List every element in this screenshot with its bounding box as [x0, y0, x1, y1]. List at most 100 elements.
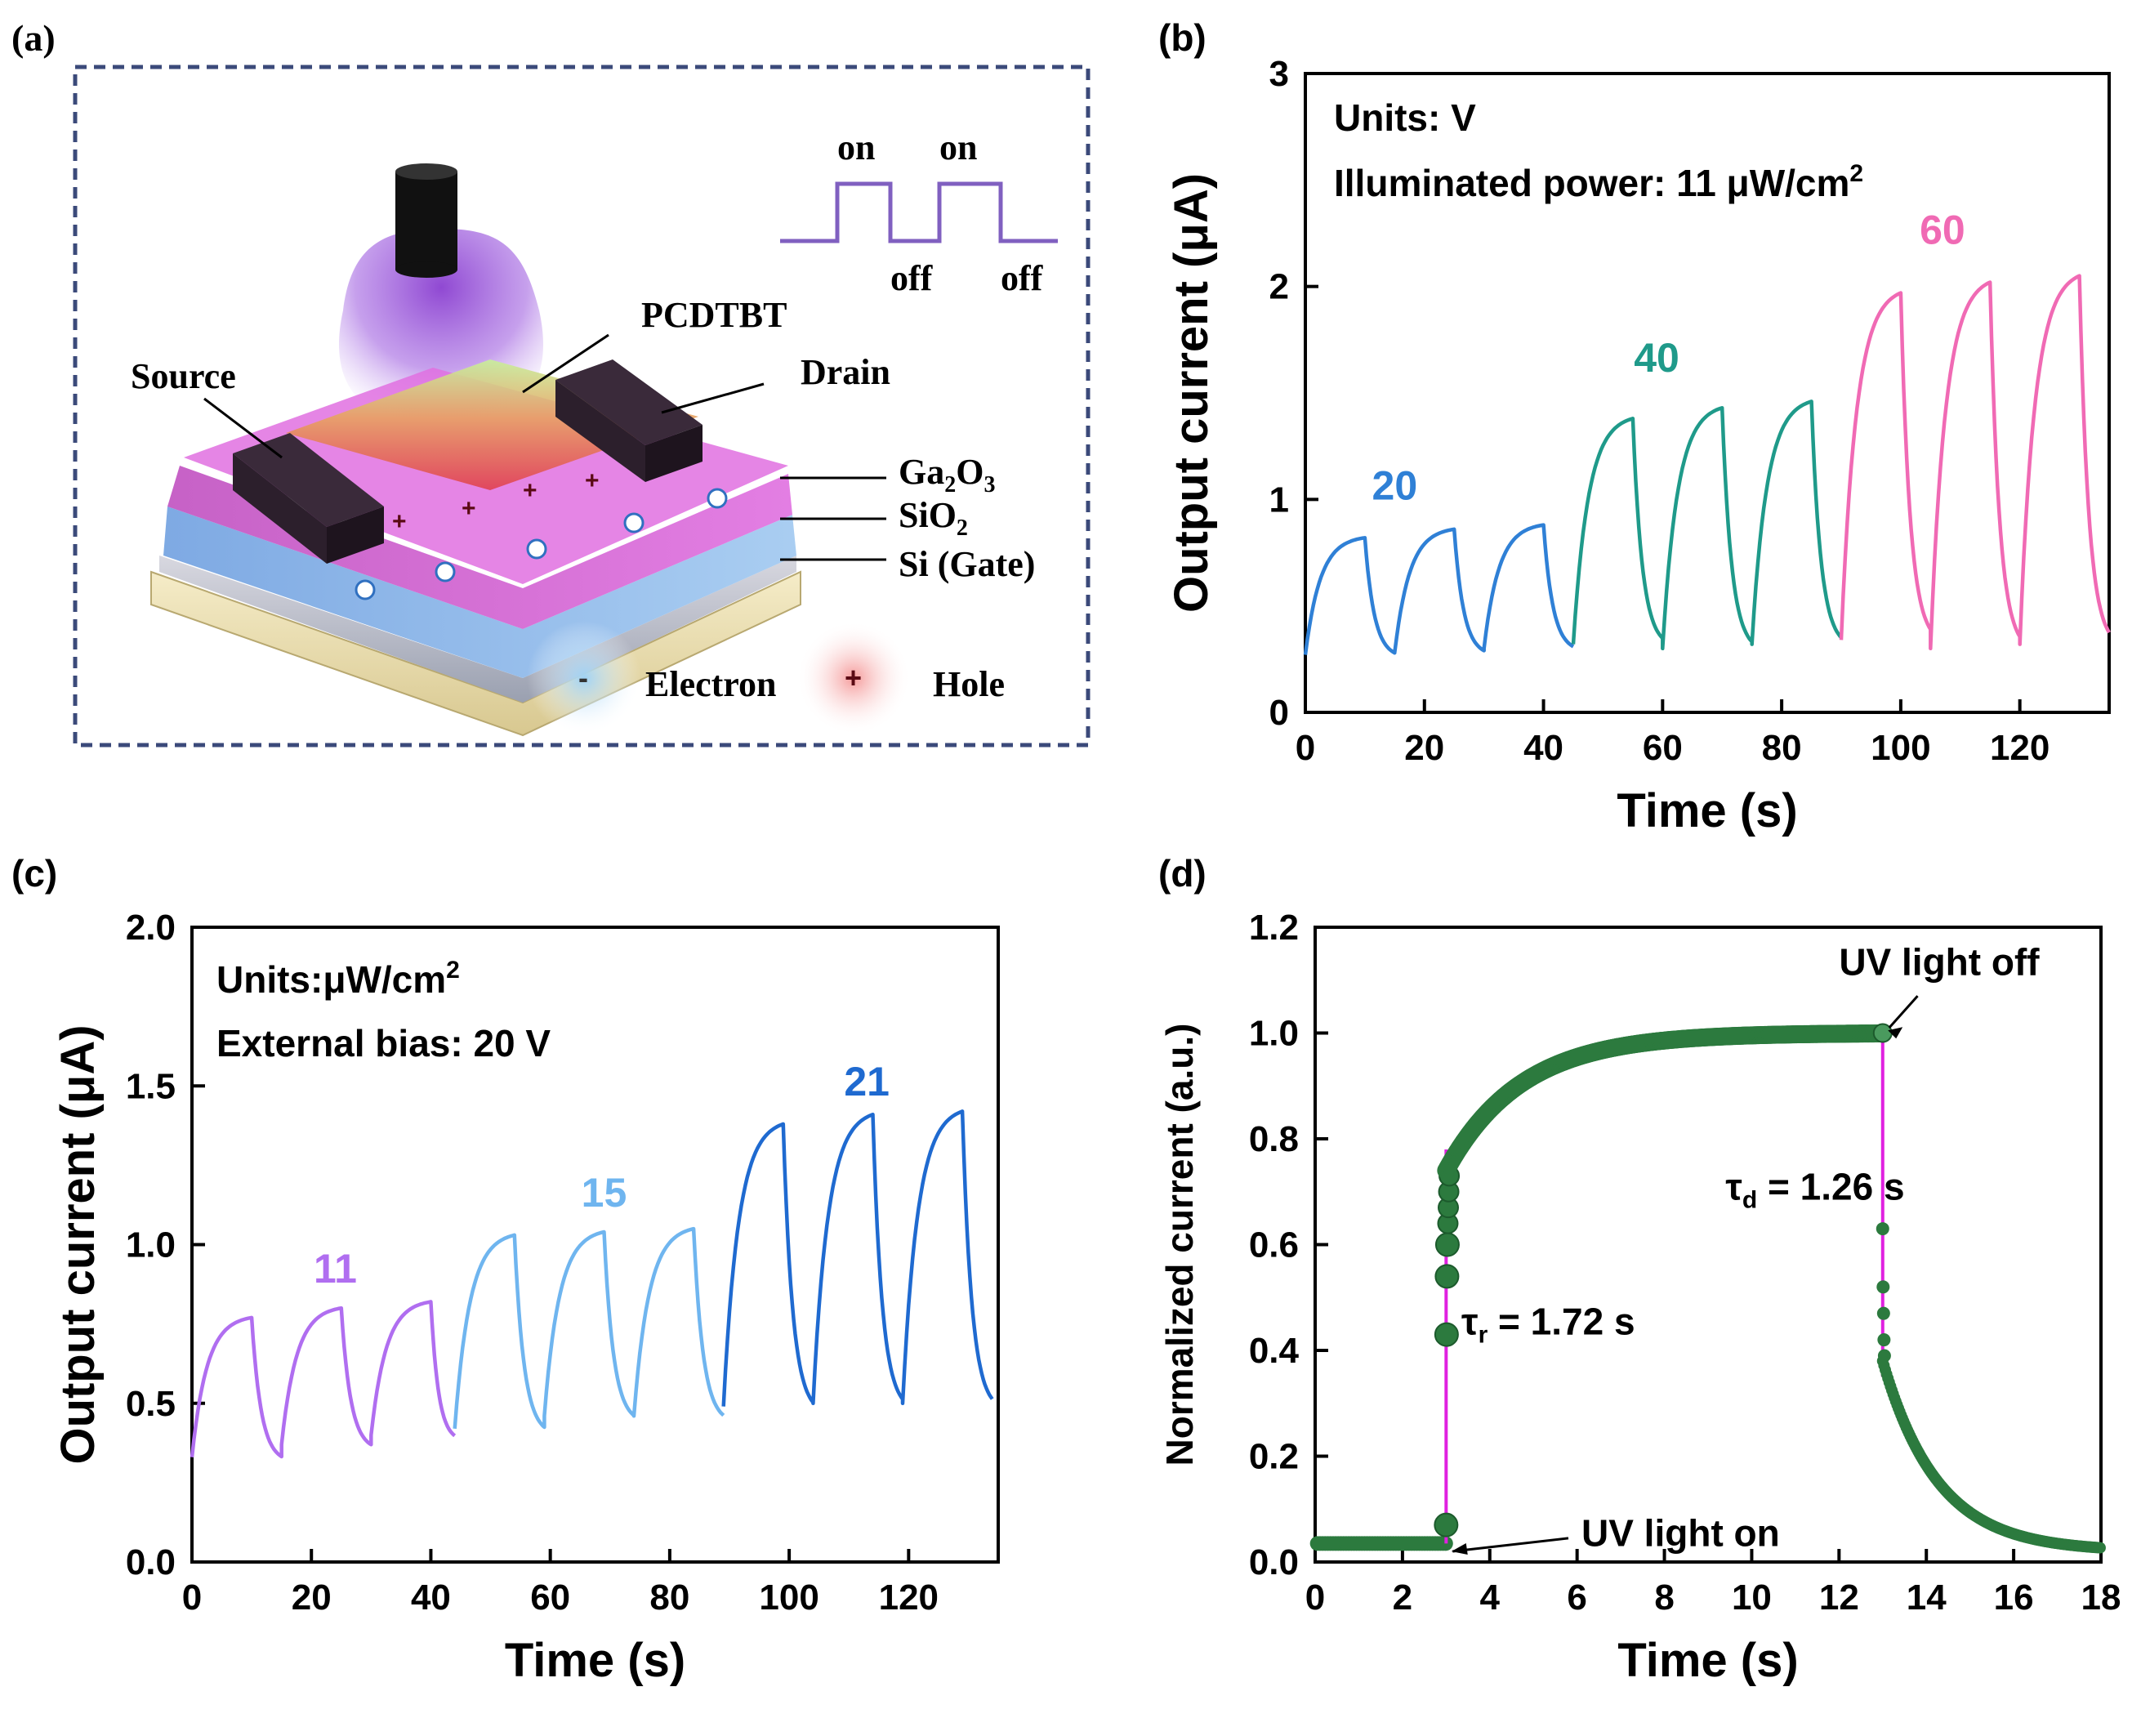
annotation-units: Units: V: [1334, 96, 1476, 139]
plot-frame: [1304, 72, 2111, 714]
y-tick-label: 0.4: [1249, 1331, 1300, 1371]
source-electrode-top: [233, 433, 384, 527]
series-label-20: 20: [1372, 462, 1418, 508]
y-tick-label: 2: [1269, 267, 1289, 307]
series-label-21: 21: [844, 1059, 890, 1105]
superscript: 2: [1849, 160, 1863, 187]
label-ga2o3: Ga2O3: [899, 452, 995, 498]
x-tick-label: 6: [1567, 1578, 1586, 1618]
x-tick-label: 14: [1907, 1578, 1947, 1618]
electron-legend-symbol: -: [578, 661, 588, 694]
x-tick-label: 120: [1990, 728, 2050, 768]
y-tick-label: 1: [1269, 480, 1289, 520]
sio2-layer: [163, 507, 796, 678]
label-off-2: off: [1001, 258, 1044, 298]
label-on-2: on: [939, 127, 977, 167]
series-line-15: [453, 1226, 725, 1430]
data-point: [1876, 1280, 1890, 1294]
electron-mark: [435, 561, 456, 582]
y-tick-label: 1.2: [1249, 908, 1299, 948]
annotation-power: Illuminated power: 11 μW/cm2: [1334, 160, 1863, 204]
label-pcdtbt: PCDTBT: [641, 295, 787, 335]
y-axis-label: Normalized current (a.u.): [1158, 1024, 1201, 1466]
x-axis-label: Time (s): [1617, 784, 1797, 837]
x-tick-label: 100: [759, 1578, 818, 1618]
x-tick-label: 4: [1480, 1578, 1501, 1618]
label-electron: Electron: [645, 664, 777, 704]
x-tick-label: 100: [1871, 728, 1930, 768]
label-sio2: SiO2: [899, 495, 968, 541]
arrowhead: [1888, 1027, 1903, 1039]
y-tick-label: 0: [1269, 693, 1289, 733]
x-tick-label: 120: [879, 1578, 939, 1618]
ga2o3-layer: [167, 466, 792, 629]
electron-mark: [355, 579, 376, 600]
electron-mark: [623, 512, 645, 533]
data-point: [1877, 1333, 1891, 1347]
tau-d-value: = 1.26 s: [1757, 1165, 1904, 1207]
si-gate-layer: [159, 556, 796, 703]
uv-lamp-body: [395, 172, 457, 270]
drain-electrode-top: [555, 359, 703, 445]
y-tick-label: 0.5: [126, 1384, 176, 1424]
data-point: [1434, 1322, 1459, 1347]
electron-legend-glow: [527, 621, 641, 735]
series-label-11: 11: [314, 1246, 357, 1292]
drain-electrode-front: [645, 425, 703, 482]
data-point: [2094, 1542, 2106, 1554]
arrow-uv-on: [1452, 1537, 1569, 1553]
x-tick-label: 20: [1404, 728, 1444, 768]
electron-markers: [355, 488, 728, 600]
data-point: [1876, 1306, 1890, 1320]
chart-b: 0 20 40 60 80 100 120 0 1 2 3 Time (s) Output curren…: [1165, 54, 2111, 837]
hole-legend-symbol: +: [845, 661, 862, 694]
label-off-1: off: [890, 258, 934, 298]
series-line-20: [1303, 523, 1575, 655]
electron-mark: [526, 538, 547, 560]
series-label-40: 40: [1634, 335, 1679, 381]
superscript: 2: [446, 957, 460, 984]
x-tick-label: 20: [292, 1578, 332, 1618]
pulse-waveform: [780, 181, 1058, 243]
series-line-60: [1839, 274, 2111, 651]
y-tick-label: 3: [1269, 54, 1289, 94]
y-tick-label: 2.0: [126, 908, 176, 948]
series-label-60: 60: [1920, 208, 1965, 253]
subscript: d: [1742, 1186, 1757, 1213]
y-tick-label: 0.6: [1249, 1225, 1299, 1265]
arrow-uv-off: [1888, 995, 1919, 1029]
tau-r-value: = 1.72 s: [1488, 1301, 1635, 1343]
y-tick-label: 0.0: [126, 1542, 176, 1582]
x-tick-label: 10: [1732, 1578, 1772, 1618]
uv-lamp-bottom: [395, 261, 457, 278]
source-electrode-front: [327, 507, 384, 564]
chart-d: 0 2 4 6 8 10 12 14 16 18 0.0 0.2 0.4 0.6 0.8 1.0 1.2 Time…: [1158, 908, 2121, 1687]
y-axis-label: Output current (μA): [51, 1024, 105, 1464]
x-tick-label: 0: [1305, 1578, 1325, 1618]
hole-legend-glow: [796, 621, 911, 735]
label-on-1: on: [837, 127, 875, 167]
drain-electrode-side: [555, 380, 645, 482]
x-tick-label: 18: [2081, 1578, 2121, 1618]
x-tick-label: 8: [1654, 1578, 1674, 1618]
x-tick-label: 0: [1296, 728, 1315, 768]
label-source: Source: [131, 356, 236, 396]
series-line-21: [721, 1109, 994, 1407]
chart-c: 0 20 40 60 80 100 120 0.0 0.5 1.0 1.5 2.0 Time (s) Ou…: [51, 908, 1000, 1687]
series-label-15: 15: [582, 1170, 627, 1216]
x-axis-label: Time (s): [505, 1634, 685, 1687]
y-tick-label: 1.0: [1249, 1014, 1299, 1054]
leader-lines: [203, 333, 886, 561]
x-tick-label: 40: [411, 1578, 451, 1618]
x-tick-label: 40: [1523, 728, 1563, 768]
y-tick-label: 0.0: [1249, 1542, 1299, 1582]
x-tick-label: 60: [530, 1578, 570, 1618]
annotation-units: Units:μW/cm2: [216, 957, 460, 1001]
annotation-uv-on: UV light on: [1581, 1512, 1780, 1555]
panel-label-c: (c): [11, 852, 57, 895]
x-tick-label: 16: [1994, 1578, 2034, 1618]
panel-label-b: (b): [1158, 16, 1207, 59]
y-tick-label: 0.8: [1249, 1119, 1299, 1159]
